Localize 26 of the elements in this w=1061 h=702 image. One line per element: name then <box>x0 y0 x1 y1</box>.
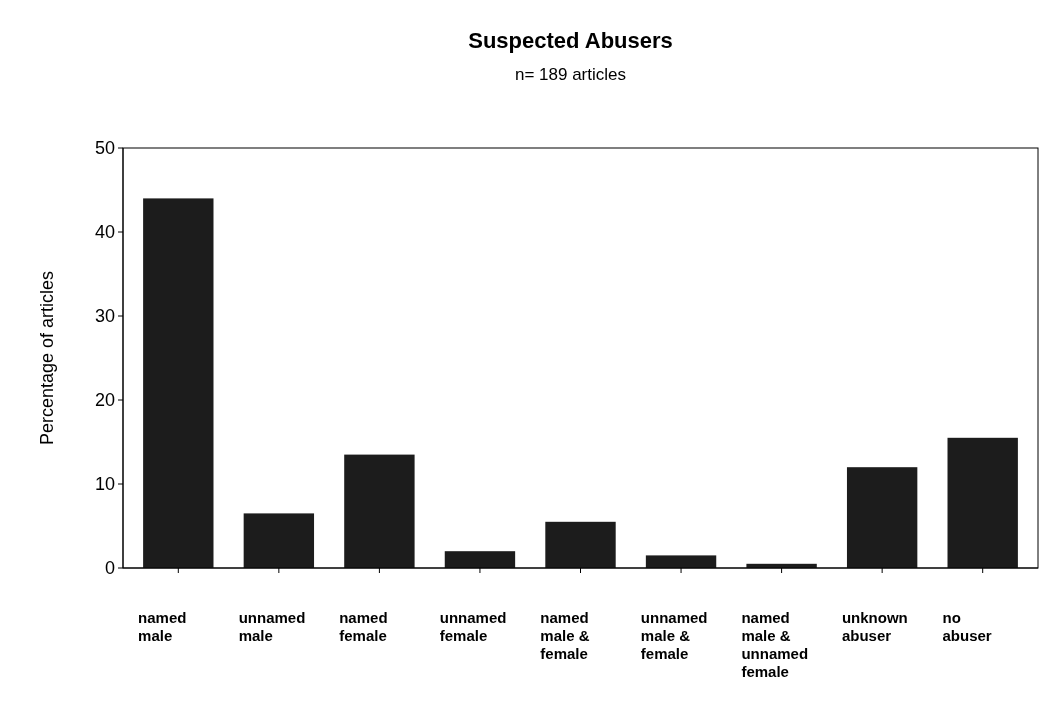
x-tick-label: unnamed male <box>238 609 306 644</box>
y-tick-label: 50 <box>94 138 115 159</box>
y-tick-label: 40 <box>94 222 115 243</box>
bar <box>344 454 415 568</box>
bar <box>444 551 516 568</box>
bar <box>846 467 918 568</box>
x-tick-label: named male <box>138 609 187 644</box>
y-tick-label: 0 <box>104 558 115 579</box>
x-tick-label: named female <box>339 609 388 644</box>
bar <box>143 198 214 568</box>
x-tick-label: unnamed female <box>439 609 507 644</box>
y-tick-label: 30 <box>94 306 115 327</box>
x-tick-label: unnamed male & female <box>640 609 708 662</box>
x-tick-label: named male & unnamed female <box>741 609 809 680</box>
x-tick-label: named male & female <box>540 609 590 662</box>
chart-subtitle: n= 189 articles <box>514 65 627 84</box>
bar <box>243 513 315 568</box>
x-tick-label: unknown abuser <box>841 609 908 644</box>
y-tick-label: 10 <box>94 474 115 495</box>
y-axis-title: Percentage of articles <box>37 270 57 446</box>
bar <box>947 437 1018 568</box>
y-tick-label: 20 <box>94 390 115 411</box>
bar <box>645 555 717 568</box>
chart-title: Suspected Abusers <box>468 28 673 53</box>
bar <box>545 521 616 568</box>
x-tick-label: no abuser <box>942 609 992 644</box>
